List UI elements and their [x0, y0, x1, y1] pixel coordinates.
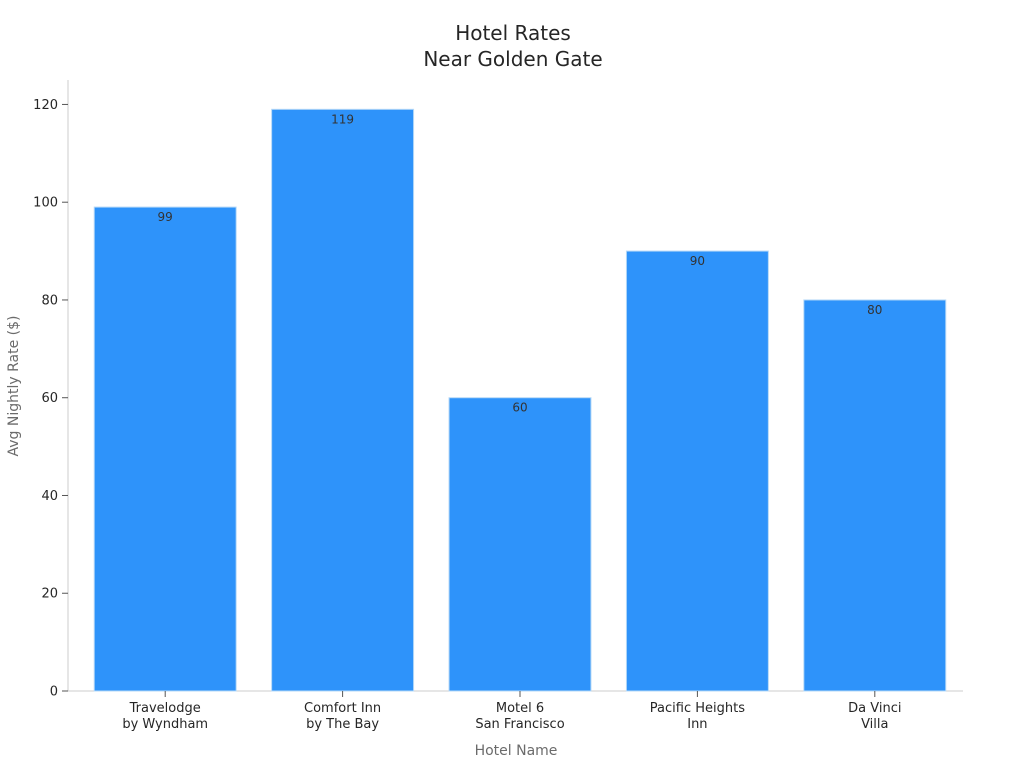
x-tick-label: Comfort Inn	[304, 701, 381, 716]
bar	[93, 206, 237, 692]
x-tick-label: Inn	[687, 717, 707, 732]
bar-value-label: 60	[512, 401, 527, 415]
y-tick-label: 60	[41, 391, 58, 406]
bar	[448, 397, 592, 692]
y-tick-label: 0	[50, 685, 58, 700]
chart-title: Hotel Rates Near Golden Gate	[423, 21, 602, 71]
y-tick-label: 100	[33, 196, 58, 211]
x-tick-label: Motel 6	[496, 701, 544, 716]
y-tick-label: 20	[41, 587, 58, 602]
bar-value-label: 119	[331, 112, 354, 126]
bar	[803, 299, 947, 692]
x-tick-label: Villa	[861, 717, 888, 732]
bar-value-label: 99	[158, 210, 173, 224]
x-axis-title: Hotel Name	[475, 743, 558, 759]
x-tick-label: by The Bay	[306, 717, 379, 732]
bar	[271, 108, 415, 692]
x-tick-label: San Francisco	[475, 717, 564, 732]
x-tick-label: Travelodge	[129, 701, 201, 716]
chart-title-line-1: Hotel Rates	[455, 21, 571, 45]
bar-value-label: 90	[690, 254, 705, 268]
x-tick-label: by Wyndham	[122, 717, 208, 732]
y-axis-title: Avg Nightly Rate ($)	[6, 316, 22, 457]
x-tick-label: Pacific Heights	[650, 701, 745, 716]
bar-value-label: 80	[867, 303, 882, 317]
x-tick-label: Da Vinci	[848, 701, 901, 716]
bar	[625, 250, 769, 692]
y-tick-label: 80	[41, 293, 58, 308]
y-tick-label: 120	[33, 98, 58, 113]
y-tick-label: 40	[41, 489, 58, 504]
chart-title-line-2: Near Golden Gate	[423, 47, 602, 71]
